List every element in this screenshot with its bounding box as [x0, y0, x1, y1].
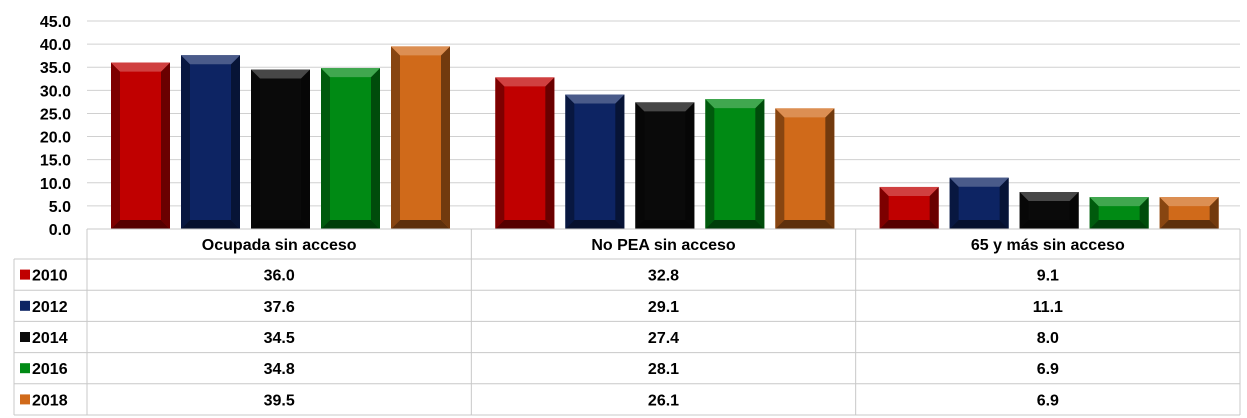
y-tick-label: 15.0: [40, 153, 71, 170]
bar-2018-3: [1159, 197, 1219, 229]
data-label: 11.1: [1033, 299, 1063, 316]
y-tick-label: 30.0: [40, 83, 71, 100]
bar-2014-1: [251, 69, 310, 230]
data-label: 36.0: [264, 268, 295, 285]
bar-2016-1: [321, 68, 380, 229]
legend-label: 2012: [32, 299, 68, 316]
y-tick-label: 45.0: [40, 14, 71, 31]
bars: [111, 46, 1219, 230]
legend-key: [20, 332, 30, 342]
data-label: 34.5: [264, 330, 295, 347]
legend-label: 2010: [32, 268, 68, 285]
y-tick-label: 35.0: [40, 60, 71, 77]
legend-key: [20, 394, 30, 405]
y-axis-ticks: 0.0 5.0 10.0 15.0 20.0 25.0 30.0 35.0 40.0 45.0: [40, 14, 71, 239]
y-tick-label: 5.0: [49, 199, 71, 216]
bar-2012-3: [949, 177, 1009, 229]
data-table: Ocupada sin acceso No PEA sin acceso 65 y …: [13, 228, 1241, 416]
bar-2014-3: [1019, 192, 1079, 229]
legend-key: [20, 269, 30, 280]
data-label: 37.6: [264, 299, 295, 316]
data-label: 26.1: [648, 392, 679, 409]
bar-2012-2: [565, 94, 625, 229]
data-label: 39.5: [264, 392, 295, 409]
bar-2010-1: [111, 62, 170, 229]
category-label: 65 y más sin acceso: [971, 237, 1125, 254]
legend-key: [20, 363, 30, 374]
bar-2018-2: [775, 108, 835, 229]
legend-key: [20, 300, 30, 311]
data-label: 6.9: [1037, 392, 1059, 409]
y-tick-label: 0.0: [49, 222, 71, 239]
bar-2014-2: [635, 102, 695, 229]
bar-2016-3: [1089, 197, 1149, 229]
category-label: Ocupada sin acceso: [202, 237, 357, 254]
y-tick-label: 20.0: [40, 130, 71, 147]
bar-2018-1: [391, 46, 450, 229]
legend-label: 2016: [32, 361, 68, 378]
category-label: No PEA sin acceso: [591, 237, 736, 254]
data-label: 8.0: [1037, 330, 1059, 347]
data-label: 34.8: [264, 361, 295, 378]
bar-2010-2: [495, 77, 555, 229]
data-label: 27.4: [648, 330, 679, 347]
bar-2016-2: [705, 99, 765, 229]
data-label: 9.1: [1037, 268, 1059, 285]
data-label: 6.9: [1037, 361, 1059, 378]
legend-label: 2018: [32, 392, 68, 409]
legend-label: 2014: [32, 330, 68, 347]
bar-2010-3: [879, 186, 939, 229]
data-label: 32.8: [648, 268, 679, 285]
data-label: 29.1: [648, 299, 679, 316]
y-tick-label: 10.0: [40, 176, 71, 193]
bar-2012-1: [181, 55, 240, 230]
y-tick-label: 25.0: [40, 106, 71, 123]
y-tick-label: 40.0: [40, 37, 71, 54]
data-label: 28.1: [648, 361, 679, 378]
